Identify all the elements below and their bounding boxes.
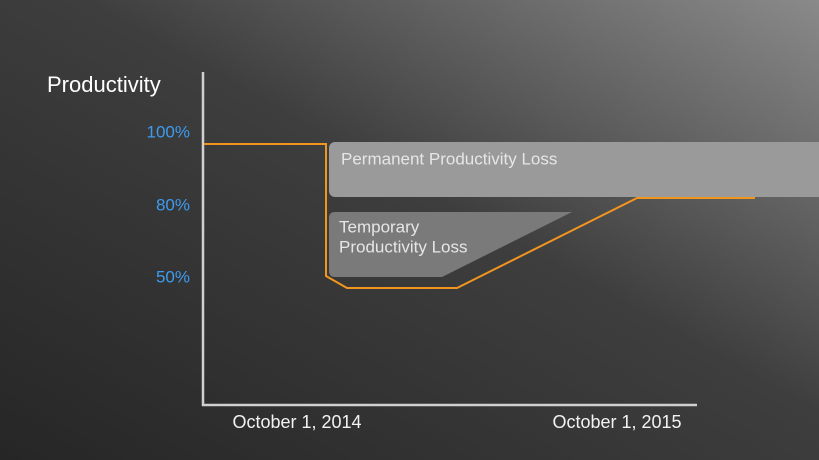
temporary-loss-label: Temporary bbox=[339, 217, 420, 236]
y-label: 50% bbox=[156, 267, 190, 286]
temporary-loss-label: Productivity Loss bbox=[339, 237, 468, 256]
y-label: 80% bbox=[156, 195, 190, 214]
x-label: October 1, 2014 bbox=[232, 412, 361, 432]
x-label: October 1, 2015 bbox=[552, 412, 681, 432]
permanent-loss-box bbox=[329, 142, 819, 197]
productivity-line bbox=[204, 143, 755, 289]
permanent-loss-label: Permanent Productivity Loss bbox=[341, 149, 557, 168]
title: Productivity bbox=[47, 72, 161, 97]
y-label: 100% bbox=[147, 122, 190, 141]
temporary-loss-box bbox=[329, 212, 572, 277]
